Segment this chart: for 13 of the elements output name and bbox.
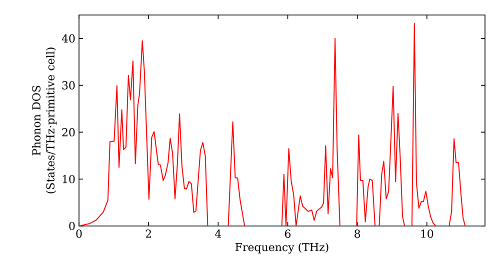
x-tick-label: 6 (284, 230, 291, 238)
x-tick-label: 2 (146, 230, 151, 238)
y-tick-label: 40 (62, 34, 75, 43)
x-axis-title: Frequency (THz) (235, 242, 328, 254)
x-tick-label: 8 (354, 230, 360, 238)
y-tick-label: 30 (62, 81, 75, 90)
y-tick-label: 10 (62, 174, 75, 184)
y-tick-label: 20 (62, 128, 75, 136)
y-axis-title: Phonon DOS (States/THz·primitive cell) (32, 48, 57, 194)
x-tick-label: 0 (76, 230, 82, 238)
x-tick-label: 10 (421, 230, 434, 238)
y-tick-label: 0 (69, 222, 75, 230)
x-tick-label: 4 (215, 230, 222, 238)
